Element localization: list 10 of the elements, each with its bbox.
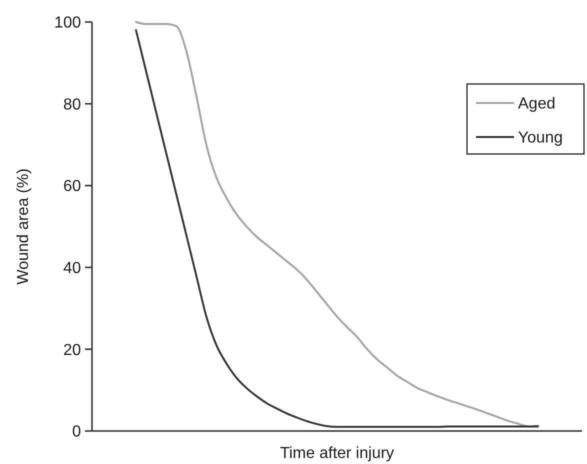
x-axis-title: Time after injury xyxy=(280,445,394,462)
y-tick-label: 20 xyxy=(63,342,82,359)
legend-label: Aged xyxy=(518,96,556,113)
y-tick-label: 60 xyxy=(63,178,82,196)
y-axis-title: Wound area (%) xyxy=(15,168,32,285)
legend-label: Young xyxy=(518,130,563,147)
y-tick-label: 40 xyxy=(63,260,82,277)
y-tick-label: 100 xyxy=(54,14,82,32)
y-tick-label: 0 xyxy=(72,424,82,441)
y-tick-label: 80 xyxy=(63,96,82,114)
